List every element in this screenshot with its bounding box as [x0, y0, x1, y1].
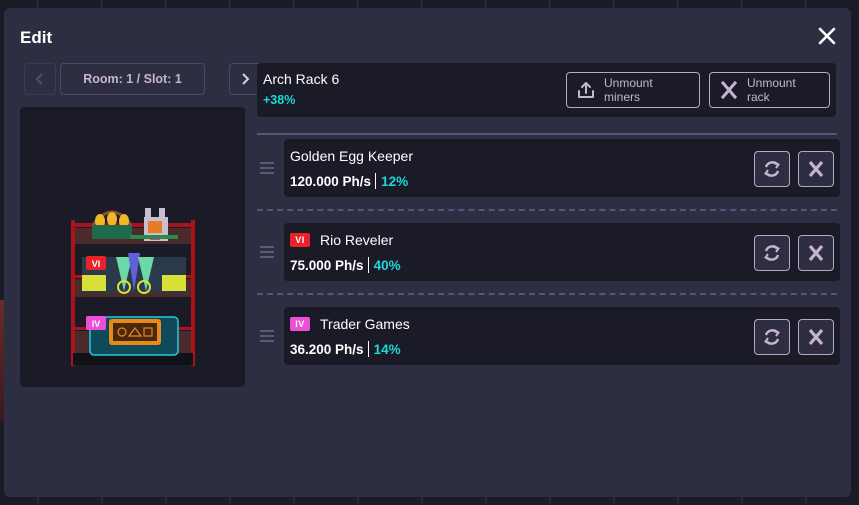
svg-text:IV: IV: [92, 319, 101, 329]
rack-bonus: +38%: [263, 93, 296, 107]
background-room-edge: [0, 300, 6, 420]
replace-miner-button[interactable]: [754, 151, 790, 187]
svg-text:VI: VI: [92, 259, 101, 269]
miner-bonus: 12%: [381, 173, 409, 189]
stat-separator: [367, 341, 369, 357]
miner-power: 36.200 Ph/s: [290, 341, 364, 357]
miner-stats: 36.200 Ph/s 14%: [290, 341, 401, 357]
miner-bonus: 40%: [373, 257, 401, 273]
unmount-miners-button[interactable]: Unmount miners: [566, 72, 700, 108]
refresh-icon: [764, 329, 780, 345]
chevron-left-icon: [35, 73, 43, 85]
row-divider: [257, 293, 837, 295]
remove-miner-button[interactable]: [798, 319, 834, 355]
refresh-icon: [764, 161, 780, 177]
miner-bonus: 14%: [373, 341, 401, 357]
previous-slot-button[interactable]: [24, 63, 56, 95]
next-slot-button[interactable]: [229, 63, 261, 95]
replace-miner-button[interactable]: [754, 235, 790, 271]
remove-miner-button[interactable]: [798, 235, 834, 271]
tier-badge: VI: [290, 233, 310, 247]
miner-name-row: VI Rio Reveler: [290, 232, 393, 248]
miner-card: VI Rio Reveler 75.000 Ph/s 40%: [284, 223, 840, 281]
unmount-miners-label: Unmount miners: [604, 76, 653, 104]
drag-handle-icon[interactable]: [260, 162, 274, 174]
upload-icon: [578, 82, 594, 98]
miner-stats: 75.000 Ph/s 40%: [290, 257, 401, 273]
miner-power: 75.000 Ph/s: [290, 257, 364, 273]
miner-row: VI Rio Reveler 75.000 Ph/s 40%: [257, 223, 840, 281]
miner-name: Golden Egg Keeper: [290, 148, 413, 164]
miner-card: IV Trader Games 36.200 Ph/s 14%: [284, 307, 840, 365]
miner-stats: 120.000 Ph/s 12%: [290, 173, 408, 189]
drag-handle-icon[interactable]: [260, 330, 274, 342]
miner-name: Rio Reveler: [320, 232, 394, 248]
remove-miner-button[interactable]: [798, 151, 834, 187]
x-icon: [808, 244, 824, 262]
miner-card: Golden Egg Keeper 120.000 Ph/s 12%: [284, 139, 840, 197]
rack-name: Arch Rack 6: [263, 71, 340, 87]
tier-badge: IV: [290, 317, 310, 331]
rack-preview: VI IV: [20, 107, 245, 387]
row-divider: [257, 209, 837, 211]
x-icon: [720, 80, 738, 100]
x-icon: [808, 160, 824, 178]
close-icon: [818, 27, 836, 45]
unmount-rack-button[interactable]: Unmount rack: [709, 72, 830, 108]
miner-power: 120.000 Ph/s: [290, 173, 372, 189]
rack-image: VI IV: [71, 208, 195, 366]
stat-separator: [375, 173, 377, 189]
modal-title: Edit: [20, 28, 53, 47]
x-icon: [808, 328, 824, 346]
miner-row: IV Trader Games 36.200 Ph/s 14%: [257, 307, 840, 365]
refresh-icon: [764, 245, 780, 261]
miner-name-row: IV Trader Games: [290, 316, 410, 332]
miner-name: Trader Games: [320, 316, 410, 332]
close-button[interactable]: [817, 26, 837, 46]
rack-header: Arch Rack 6 +38% Unmount miners Unmount …: [257, 63, 836, 117]
slot-navigation: Room: 1 / Slot: 1: [20, 63, 261, 95]
drag-handle-icon[interactable]: [260, 246, 274, 258]
edit-modal: Edit Room: 1 / Slot: 1: [4, 8, 851, 497]
chevron-right-icon: [242, 73, 250, 85]
miner-row: Golden Egg Keeper 120.000 Ph/s 12%: [257, 139, 840, 197]
miner-name-row: Golden Egg Keeper: [290, 148, 413, 164]
header-divider: [257, 133, 837, 135]
room-slot-label: Room: 1 / Slot: 1: [60, 63, 205, 95]
unmount-rack-label: Unmount rack: [747, 76, 796, 104]
stat-separator: [367, 257, 369, 273]
replace-miner-button[interactable]: [754, 319, 790, 355]
